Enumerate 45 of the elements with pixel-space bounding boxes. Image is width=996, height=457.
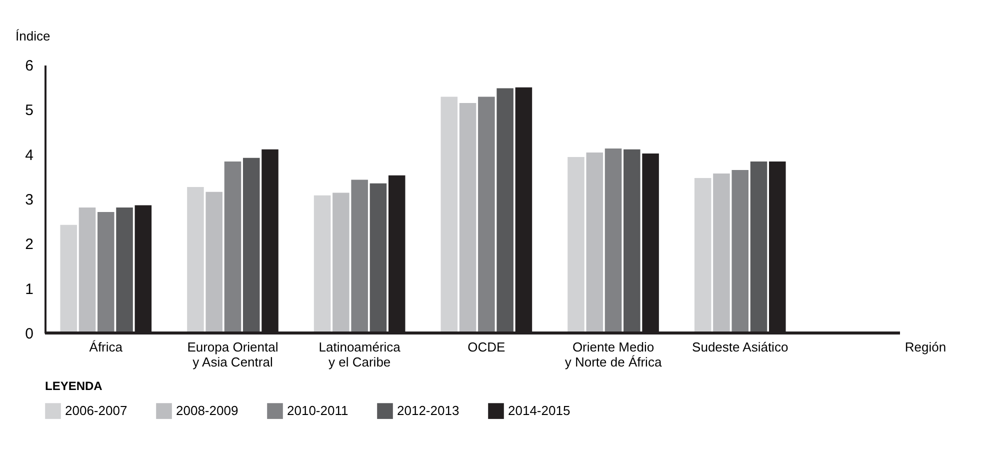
legend-label: 2014-2015 (508, 403, 570, 418)
bar (440, 96, 458, 333)
bar (370, 183, 387, 333)
bar (224, 161, 242, 333)
y-tick-label: 4 (25, 146, 34, 164)
bar (116, 207, 133, 333)
bar (78, 207, 96, 333)
bar (694, 178, 712, 333)
legend-label: 2008-2009 (176, 403, 238, 418)
y-tick-label: 6 (25, 58, 34, 74)
bar (332, 192, 350, 333)
bar (568, 157, 584, 333)
bar (351, 180, 368, 333)
y-tick-label: 3 (25, 192, 34, 208)
x-tick-label: Europa Oriental y Asia Central (187, 340, 278, 370)
bar (478, 96, 495, 333)
bar (732, 170, 748, 333)
x-tick-label: OCDE (468, 340, 506, 354)
bar (206, 192, 222, 333)
y-tick-label: 2 (25, 236, 34, 254)
legend-label: 2012-2013 (397, 403, 460, 418)
bar (624, 149, 640, 333)
bar (242, 158, 260, 333)
bar (496, 88, 514, 333)
x-tick-label: África (89, 340, 124, 354)
legend-title: LEYENDA (45, 379, 103, 393)
bar (750, 161, 768, 333)
legend-label: 2010-2011 (287, 403, 348, 418)
x-tick-label: Oriente Medio y Norte de África (564, 340, 662, 370)
y-tick-label: 5 (25, 102, 34, 120)
bar (187, 186, 204, 333)
bar (314, 195, 331, 333)
legend-label: 2006-2007 (65, 403, 128, 418)
bar (459, 102, 476, 333)
bar (713, 174, 730, 333)
y-tick-label: 1 (25, 280, 34, 298)
x-tick-label: Sudeste Asiático (692, 340, 788, 354)
x-axis-title: Región (904, 340, 946, 354)
x-tick-label: Latinoamérica y el Caribe (318, 340, 402, 370)
bar (586, 152, 604, 333)
bar (98, 212, 114, 333)
bar (604, 148, 622, 333)
y-axis-title: Índice (16, 28, 50, 44)
y-tick-label: 0 (25, 326, 34, 342)
bar (60, 224, 77, 333)
